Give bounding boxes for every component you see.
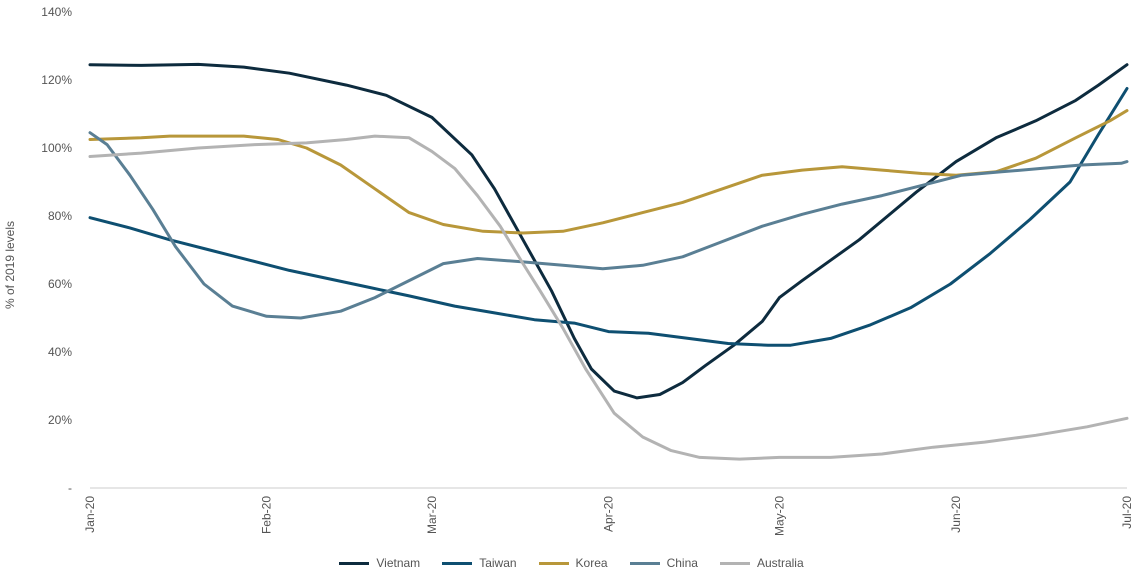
x-tick-label: May-20 <box>772 496 786 536</box>
legend: Vietnam Taiwan Korea China Australia <box>0 556 1143 570</box>
y-axis-title: % of 2019 levels <box>3 221 17 309</box>
legend-swatch <box>629 561 660 565</box>
series-line-korea <box>88 109 1129 235</box>
legend-swatch <box>442 561 473 565</box>
series-line-australia <box>88 134 1129 461</box>
x-tick-labels: Jan-20 Feb-20 Mar-20 Apr-20 May-20 Jun-20 Jul-… <box>83 496 1134 536</box>
x-tick-label: Feb-20 <box>260 496 274 534</box>
legend-label: China <box>666 556 698 570</box>
y-tick-label: 40% <box>48 345 72 359</box>
x-tick-label: Jan-20 <box>83 496 97 533</box>
legend-label: Australia <box>756 556 804 570</box>
legend-label: Vietnam <box>376 556 421 570</box>
x-tick-label: Mar-20 <box>425 496 439 534</box>
line-chart: % of 2019 levels - 20% 40% 60% 80% 100% 120% 14… <box>3 5 1134 536</box>
y-tick-label: 60% <box>48 277 72 291</box>
legend-item-australia: Australia <box>719 556 804 570</box>
y-axis-title-group: % of 2019 levels <box>3 221 17 309</box>
legend-label: Korea <box>575 556 608 570</box>
series-line-taiwan <box>88 87 1129 347</box>
y-tick-label: 140% <box>41 5 72 19</box>
legend-swatch <box>339 561 370 565</box>
series-line-vietnam <box>88 62 1129 400</box>
series-line-china <box>88 131 1129 320</box>
legend-item-china: China <box>629 556 698 570</box>
legend-item-taiwan: Taiwan <box>442 556 517 570</box>
legend-item-vietnam: Vietnam <box>339 556 420 570</box>
x-tick-label: Jun-20 <box>949 496 963 533</box>
series-lines <box>88 62 1129 461</box>
x-tick-label: Jul-20 <box>1120 496 1134 529</box>
y-tick-label: 20% <box>48 413 72 427</box>
legend-label: Taiwan <box>479 556 517 570</box>
x-tick-label: Apr-20 <box>602 496 616 532</box>
legend-swatch <box>538 561 569 565</box>
y-tick-labels: - 20% 40% 60% 80% 100% 120% 140% <box>41 5 72 495</box>
y-tick-label: 120% <box>41 73 72 87</box>
y-tick-label: 80% <box>48 209 72 223</box>
legend-item-korea: Korea <box>538 556 608 570</box>
y-tick-label: - <box>68 481 72 495</box>
legend-swatch <box>719 561 750 565</box>
y-tick-label: 100% <box>41 141 72 155</box>
